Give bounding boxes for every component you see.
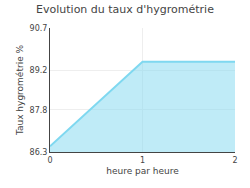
svg-text:1: 1 [140,156,145,165]
svg-text:Evolution du taux d'hygrométri: Evolution du taux d'hygrométrie [36,3,214,16]
svg-text:0: 0 [47,156,52,165]
svg-text:89.2: 89.2 [30,66,48,75]
svg-text:86.3: 86.3 [30,148,48,157]
svg-text:2: 2 [232,156,237,165]
svg-text:Taux hygrométrie %: Taux hygrométrie % [15,44,25,136]
svg-text:90.7: 90.7 [30,24,48,33]
svg-text:heure par heure: heure par heure [106,166,179,176]
svg-text:87.8: 87.8 [30,106,48,115]
